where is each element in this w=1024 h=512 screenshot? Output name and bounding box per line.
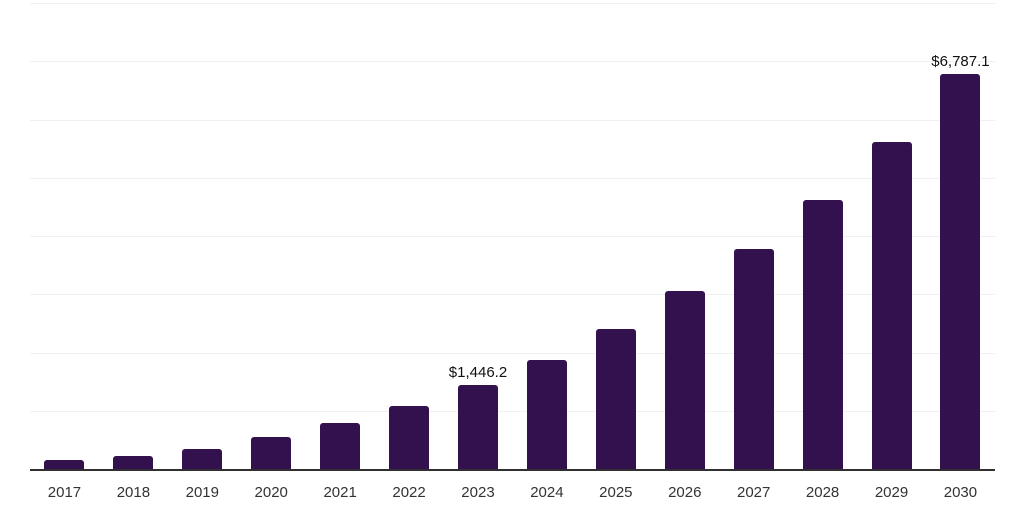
x-tick-label-2021: 2021: [323, 484, 357, 501]
bar-band-2027: [719, 3, 788, 469]
bar-2018[interactable]: [113, 455, 154, 469]
bar-band-2028: [788, 3, 857, 469]
bar-2017[interactable]: [44, 460, 85, 469]
x-tick-label-2026: 2026: [668, 484, 702, 501]
bar-band-2022: [375, 3, 444, 469]
x-tick-label-2029: 2029: [874, 484, 909, 501]
x-tick-label-2022: 2022: [392, 484, 426, 501]
bar-2030[interactable]: $6,787.1: [931, 53, 990, 469]
bar-band-2017: [30, 3, 99, 469]
data-label-2030: $6,787.1: [931, 52, 990, 70]
bar-2026[interactable]: [664, 291, 705, 469]
x-tick-label-2019: 2019: [185, 484, 219, 501]
x-tick-label-2023: 2023: [461, 484, 495, 501]
bar-2027[interactable]: [733, 249, 774, 469]
bar-band-2029: [857, 3, 926, 469]
x-axis-line: [30, 469, 995, 471]
plot-area: $1,446.2 $6,787.1: [30, 3, 995, 469]
x-tick-label-2025: 2025: [599, 484, 633, 501]
bar-band-2019: [168, 3, 237, 469]
x-tick-label-2030: 2030: [943, 484, 978, 501]
bar-band-2020: [237, 3, 306, 469]
bar-2019[interactable]: [182, 448, 223, 469]
bar-2022[interactable]: [389, 405, 430, 469]
bar-band-2023: $1,446.2: [444, 3, 513, 469]
bar-2028[interactable]: [802, 200, 843, 469]
x-tick-label-2028: 2028: [805, 484, 840, 501]
gridline-1000: [30, 410, 995, 412]
gridline-8000: [30, 3, 995, 4]
x-tick-label-2018: 2018: [116, 484, 151, 501]
bar-2023[interactable]: $1,446.2: [449, 364, 507, 469]
x-tick-label-2017: 2017: [47, 484, 82, 501]
bar-series: $1,446.2 $6,787.1: [30, 3, 995, 469]
data-label-2023: $1,446.2: [448, 363, 508, 381]
bar-band-2018: [99, 3, 168, 469]
bar-2025[interactable]: [595, 329, 636, 469]
bar-2029[interactable]: [871, 142, 912, 469]
bar-2024[interactable]: [526, 360, 567, 469]
bar-2021[interactable]: [320, 422, 361, 469]
bar-2020[interactable]: [251, 437, 292, 469]
gridline-6000: [30, 119, 995, 121]
bar-band-2024: [512, 3, 581, 469]
x-tick-label-2020: 2020: [254, 484, 288, 501]
x-tick-label-2024: 2024: [530, 484, 564, 501]
gridline-4000: [30, 236, 995, 237]
gridline-3000: [30, 294, 995, 296]
gridline-5000: [30, 177, 995, 179]
bar-band-2030: $6,787.1: [926, 3, 995, 469]
x-axis-tick-labels: 2017 2018 2019 2020 2021 2022 2023 2024 2025 2026…: [30, 484, 995, 501]
bar-band-2026: [650, 3, 719, 469]
bar-band-2021: [306, 3, 375, 469]
gridline-7000: [30, 61, 995, 63]
gridline-2000: [30, 352, 995, 354]
x-tick-label-2027: 2027: [736, 484, 771, 501]
bar-band-2025: [581, 3, 650, 469]
